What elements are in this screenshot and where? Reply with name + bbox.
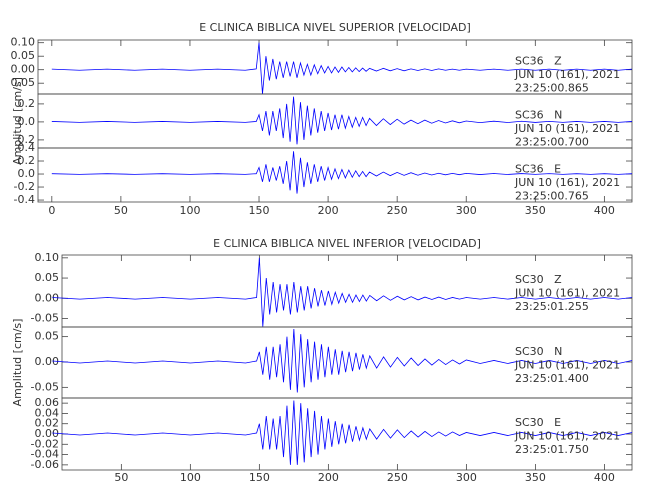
x-tick-label: 100 <box>180 471 201 484</box>
y-tick-label: 0.00 <box>35 427 60 440</box>
x-tick-label: 200 <box>318 471 339 484</box>
trace-annotation: JUN 10 (161), 2021 <box>514 122 620 135</box>
trace-annotation: SC36 Z <box>515 55 562 68</box>
y-tick-label: 0.00 <box>35 291 60 304</box>
y-tick-label: 0.00 <box>11 63 36 76</box>
trace-annotation: JUN 10 (161), 2021 <box>514 286 620 299</box>
y-axis-label: Amplitud [cm/s] <box>11 77 24 165</box>
x-tick-label: 250 <box>387 471 408 484</box>
y-tick-label: 0.10 <box>35 251 60 264</box>
waveform <box>52 257 633 327</box>
chart-title: E CLINICA BIBLICA NIVEL SUPERIOR [VELOCI… <box>199 21 471 34</box>
trace-annotation: SC30 N <box>515 345 562 358</box>
y-tick-label: 0.05 <box>11 49 36 62</box>
y-tick-label: 0.0 <box>18 115 36 128</box>
waveform <box>51 42 633 95</box>
y-tick-label: 0.05 <box>11 76 36 89</box>
y-tick-label: 0.2 <box>18 133 36 146</box>
y-tick-label: 0.4 <box>18 141 36 154</box>
trace-annotation: 23:25:00.865 <box>515 82 589 95</box>
x-tick-label: 50 <box>114 204 128 217</box>
y-tick-label: 0.2 <box>18 154 36 167</box>
y-tick-label: -0.05 <box>31 380 59 393</box>
x-tick-label: 300 <box>456 204 477 217</box>
trace-annotation: SC36 N <box>515 109 562 122</box>
x-tick-label: 0 <box>48 204 55 217</box>
trace-annotation: SC36 E <box>515 163 561 176</box>
panel-frame <box>37 147 633 203</box>
y-tick-label: 0.06 <box>35 396 60 409</box>
y-tick-label: 0.00 <box>35 355 60 368</box>
x-tick-label: 200 <box>318 204 339 217</box>
trace-annotation: JUN 10 (161), 2021 <box>514 176 620 189</box>
chart-title: E CLINICA BIBLICA NIVEL INFERIOR [VELOCI… <box>213 237 481 250</box>
y-tick-label: -0.06 <box>31 458 59 471</box>
x-tick-label: 400 <box>594 204 615 217</box>
trace-annotation: 23:25:00.700 <box>515 136 589 149</box>
x-tick-label: 150 <box>249 204 270 217</box>
y-tick-label: -0.04 <box>31 448 59 461</box>
waveform <box>52 400 633 465</box>
x-tick-label: 100 <box>179 204 200 217</box>
trace-annotation: JUN 10 (161), 2021 <box>514 358 620 371</box>
y-tick-label: 0.0 <box>18 167 36 180</box>
waveform <box>51 151 633 194</box>
y-tick-label: 0.05 <box>35 330 60 343</box>
waveform <box>51 96 633 145</box>
trace-annotation: 23:25:00.765 <box>515 190 589 203</box>
x-tick-label: 50 <box>114 471 128 484</box>
y-tick-label: -0.4 <box>14 193 35 206</box>
waveform <box>52 329 633 393</box>
trace-annotation: 23:25:01.750 <box>515 443 589 456</box>
y-tick-label: 0.04 <box>35 406 60 419</box>
x-tick-label: 150 <box>249 471 270 484</box>
y-axis-label: Amplitud [cm/s] <box>11 319 24 407</box>
y-tick-label: 0.05 <box>35 271 60 284</box>
x-tick-label: 350 <box>525 471 546 484</box>
trace-annotation: SC30 Z <box>515 273 562 286</box>
trace-annotation: JUN 10 (161), 2021 <box>514 68 620 81</box>
x-tick-label: 300 <box>456 471 477 484</box>
y-tick-label: -0.02 <box>31 437 59 450</box>
y-tick-label: -0.2 <box>14 180 35 193</box>
y-tick-label: 0.02 <box>35 417 60 430</box>
y-tick-label: 0.10 <box>11 36 36 49</box>
y-tick-label: -0.05 <box>31 312 59 325</box>
x-tick-label: 400 <box>594 471 615 484</box>
x-tick-label: 350 <box>525 204 546 217</box>
trace-annotation: SC30 E <box>515 416 561 429</box>
x-tick-label: 250 <box>387 204 408 217</box>
trace-annotation: 23:25:01.255 <box>515 300 589 313</box>
trace-annotation: JUN 10 (161), 2021 <box>514 429 620 442</box>
trace-annotation: 23:25:01.400 <box>515 372 589 385</box>
y-tick-label: 0.2 <box>18 97 36 110</box>
